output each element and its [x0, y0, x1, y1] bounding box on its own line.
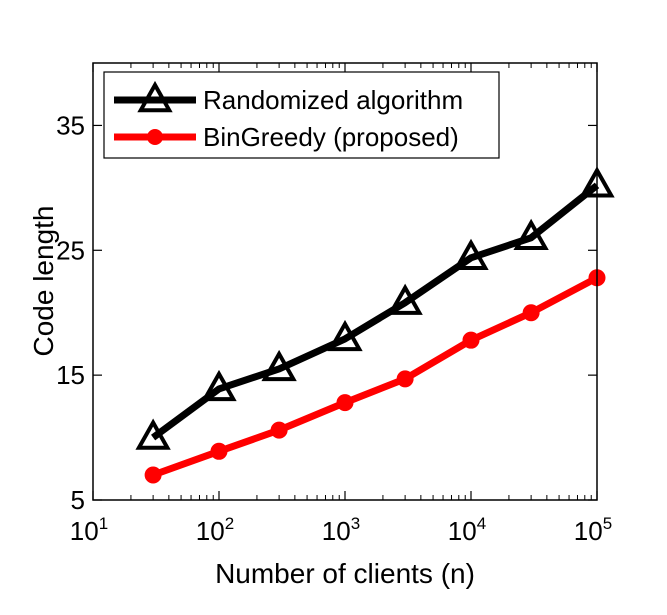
x-tick-label-base: 10 — [70, 516, 99, 546]
legend-label: Randomized algorithm — [203, 85, 463, 115]
data-point — [396, 370, 414, 388]
data-point — [522, 304, 540, 322]
data-point — [336, 394, 354, 412]
x-tick-label: 102 — [196, 514, 234, 546]
x-tick-label: 101 — [70, 514, 108, 546]
x-tick-label-exponent: 4 — [477, 514, 486, 533]
data-point — [327, 319, 363, 352]
x-tick-label-base: 10 — [448, 516, 477, 546]
y-tick-label: 5 — [71, 485, 85, 515]
y-axis-title: Code length — [28, 205, 59, 356]
x-tick-label-exponent: 2 — [225, 514, 234, 533]
legend-marker — [147, 129, 163, 145]
data-point — [387, 283, 423, 315]
data-point — [201, 369, 237, 402]
legend-item: Randomized algorithm — [114, 80, 463, 115]
x-tick-label-exponent: 5 — [603, 514, 612, 533]
x-tick-label: 103 — [322, 514, 360, 546]
data-point — [261, 349, 297, 382]
legend-label: BinGreedy (proposed) — [203, 122, 459, 152]
legend-marker — [137, 80, 173, 113]
data-point — [210, 442, 228, 460]
x-tick-label-exponent: 1 — [99, 514, 108, 533]
x-tick-label: 104 — [448, 514, 486, 546]
x-tick-label-base: 10 — [196, 516, 225, 546]
data-point — [513, 218, 549, 250]
legend: Randomized algorithm BinGreedy (proposed) — [103, 71, 500, 159]
y-tick-label: 35 — [56, 110, 85, 140]
x-tick-label-base: 10 — [574, 516, 603, 546]
data-point — [453, 238, 489, 270]
data-point — [135, 418, 171, 450]
data-point — [270, 421, 288, 439]
y-tick-label: 15 — [56, 360, 85, 390]
legend-box — [103, 71, 500, 159]
series-line — [151, 274, 599, 479]
legend-item: BinGreedy (proposed) — [114, 122, 459, 152]
plot-frame — [92, 62, 598, 501]
x-axis-title: Number of clients (n) — [215, 558, 475, 589]
series-1 — [144, 269, 606, 484]
x-tick-label-base: 10 — [322, 516, 351, 546]
data-point — [462, 331, 480, 349]
x-tick-label: 105 — [574, 514, 612, 546]
data-point — [144, 466, 162, 484]
x-tick-label-exponent: 3 — [351, 514, 360, 533]
y-tick-label: 25 — [56, 235, 85, 265]
